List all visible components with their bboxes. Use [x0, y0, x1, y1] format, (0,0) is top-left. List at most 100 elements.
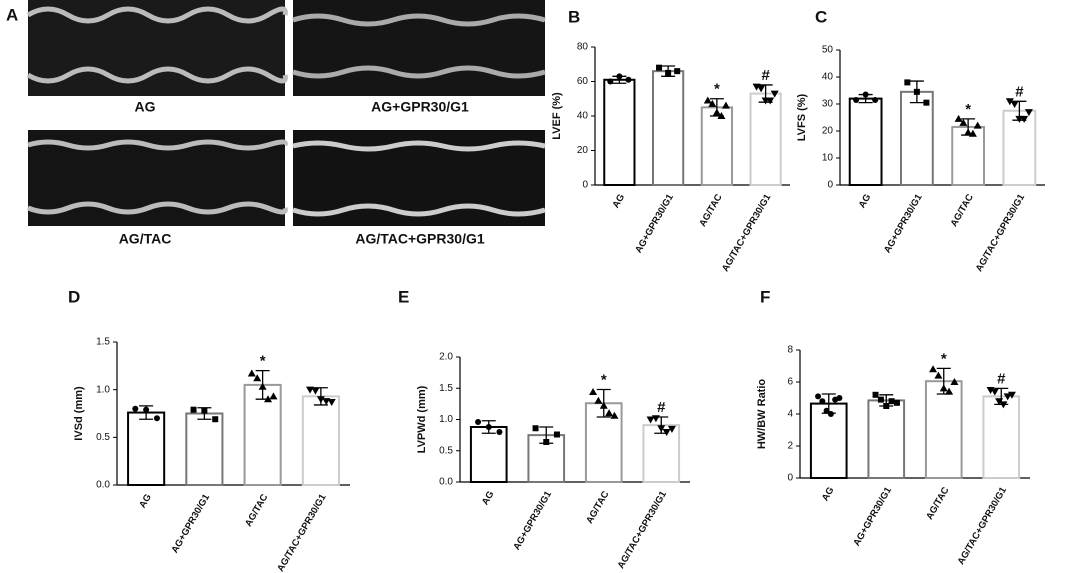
x-tick-label: AG/TAC [924, 485, 951, 522]
image-label: AG/TAC [119, 231, 172, 247]
data-point [253, 374, 262, 382]
x-tick-label: AG/TAC [584, 489, 611, 526]
significance-marker: # [1015, 83, 1024, 100]
bar [899, 90, 934, 186]
y-tick-label: 80 [577, 42, 589, 53]
data-point [929, 365, 938, 373]
data-point [475, 419, 482, 425]
x-tick-label: AG/TAC [697, 192, 724, 229]
y-tick-label: 20 [577, 145, 589, 156]
data-point [1007, 391, 1016, 399]
y-tick-label: 1.5 [439, 383, 453, 394]
data-point [819, 398, 826, 405]
echo-trace [27, 139, 288, 215]
data-point [1020, 115, 1029, 123]
data-point [721, 101, 730, 109]
significance-marker: * [941, 350, 947, 367]
data-point [264, 395, 273, 403]
data-point [667, 425, 676, 433]
x-tick-label: AG/TAC [949, 192, 976, 229]
echo-trace [292, 13, 546, 79]
data-point [651, 415, 660, 423]
data-point [327, 399, 336, 407]
x-tick-label: AG/TAC+GPR30/G1 [956, 485, 1010, 567]
data-point [717, 112, 726, 119]
bar [848, 97, 883, 186]
data-point [877, 396, 884, 403]
bar [301, 395, 340, 486]
data-point [656, 64, 663, 71]
data-point [703, 96, 712, 104]
y-tick-label: 0 [582, 180, 588, 191]
panel-letter: F [760, 287, 770, 306]
data-point [594, 396, 603, 404]
image-label: AG/TAC+GPR30/G1 [355, 231, 484, 247]
x-tick-label: AG [611, 192, 628, 210]
x-tick-label: AG/TAC+GPR30/G1 [720, 192, 774, 274]
bar [924, 380, 963, 480]
data-point [836, 395, 843, 401]
data-point [646, 416, 655, 424]
significance-marker: * [714, 81, 720, 98]
data-point [625, 76, 632, 83]
y-axis-label: LVFS (%) [796, 93, 808, 141]
y-axis-label: LVEF (%) [551, 92, 563, 140]
data-point [904, 79, 911, 86]
x-tick-label: AG+GPR30/G1 [633, 192, 676, 256]
y-tick-label: 0 [787, 473, 793, 484]
y-tick-label: 8 [787, 345, 793, 356]
data-point [954, 114, 963, 122]
data-point [1010, 101, 1019, 108]
data-point [862, 91, 869, 98]
y-tick-label: 60 [577, 76, 589, 87]
data-point [1005, 98, 1014, 106]
data-point [589, 388, 598, 395]
echo-trace [26, 6, 288, 84]
data-point [316, 396, 325, 404]
data-point [485, 424, 492, 430]
data-point [959, 118, 968, 126]
bar [982, 395, 1021, 479]
data-point [883, 403, 890, 409]
x-tick-label: AG+GPR30/G1 [851, 485, 894, 549]
significance-marker: * [965, 101, 971, 118]
data-point [990, 388, 999, 396]
data-point [269, 392, 278, 400]
y-tick-label: 0.5 [439, 445, 453, 456]
data-point [553, 431, 560, 438]
data-point [827, 411, 834, 417]
data-point [995, 398, 1004, 406]
significance-marker: # [657, 399, 666, 416]
data-point [1024, 109, 1033, 117]
data-point [190, 406, 197, 413]
y-tick-label: 1.5 [96, 337, 110, 348]
x-tick-label: AG [820, 485, 837, 503]
x-tick-label: AG+GPR30/G1 [511, 489, 554, 553]
data-point [770, 90, 779, 98]
data-point [132, 405, 139, 412]
data-point [496, 429, 503, 435]
bar [652, 70, 685, 186]
data-point [757, 85, 766, 93]
data-point [999, 401, 1008, 409]
data-point [945, 387, 954, 395]
panel-letter: C [815, 7, 827, 26]
data-point [973, 121, 982, 129]
bar [243, 383, 282, 486]
data-point [939, 384, 948, 392]
data-point [532, 425, 539, 432]
data-point [872, 96, 879, 103]
data-point [605, 409, 614, 417]
image-label: AG+GPR30/G1 [371, 99, 469, 115]
data-point [616, 73, 623, 80]
data-point [662, 429, 671, 436]
y-tick-label: 50 [822, 45, 834, 56]
y-axis-label: LVPWd (mm) [416, 385, 428, 453]
data-point [201, 407, 208, 414]
data-point [853, 96, 860, 103]
y-tick-label: 20 [822, 126, 834, 137]
x-tick-label: AG+GPR30/G1 [169, 492, 212, 556]
bar [1002, 109, 1037, 186]
y-tick-label: 2 [787, 441, 793, 452]
